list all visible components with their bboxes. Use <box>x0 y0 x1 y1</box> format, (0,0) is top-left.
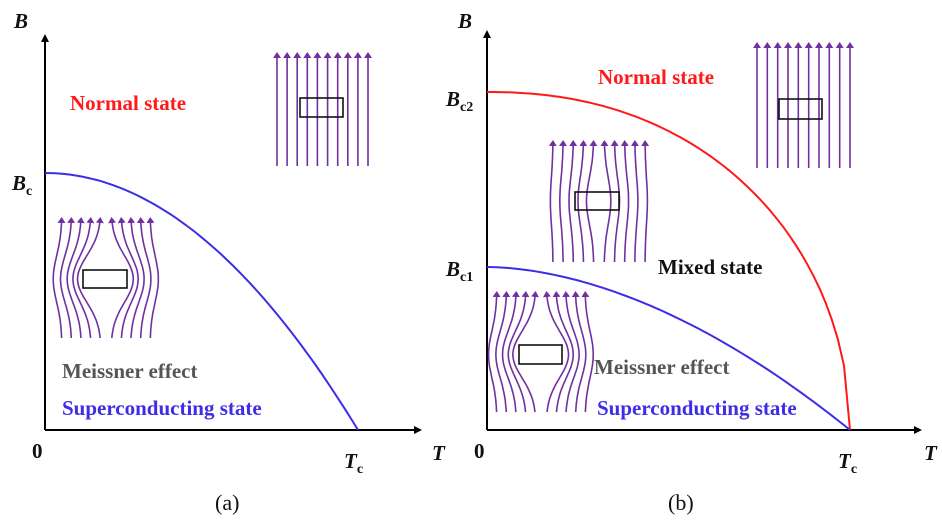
superconducting-label: Superconducting state <box>597 396 797 420</box>
field-line <box>543 291 570 413</box>
meissner-label: Meissner effect <box>594 355 729 379</box>
field-line <box>585 140 598 263</box>
origin-label: 0 <box>474 439 485 463</box>
origin-label: 0 <box>32 439 43 463</box>
field-line <box>127 217 145 339</box>
tc-label: Tc <box>344 449 363 477</box>
field-line <box>548 140 557 262</box>
field-line <box>66 217 85 339</box>
field-line <box>117 217 140 339</box>
field-line <box>52 217 66 339</box>
bc1-label: Bc1 <box>445 257 473 285</box>
field-line <box>641 140 650 262</box>
normal-state-label: Normal state <box>598 65 714 89</box>
field-line <box>136 217 152 339</box>
axis-label-b: B <box>457 9 472 33</box>
caption: (b) <box>668 490 694 515</box>
field-line <box>577 140 588 263</box>
field-line <box>559 140 567 262</box>
field-line <box>487 291 501 413</box>
field-line <box>571 291 587 413</box>
subscript: c <box>26 184 32 199</box>
subscript: c <box>357 462 363 477</box>
field-line <box>72 217 95 339</box>
sample <box>518 344 563 365</box>
subscript: c1 <box>460 270 473 285</box>
mixed-state-label: Mixed state <box>658 255 762 279</box>
upper-critical-curve <box>487 91 851 431</box>
axis-label-b: B <box>13 9 28 33</box>
sample <box>574 191 620 211</box>
subscript: c2 <box>460 100 473 115</box>
field-line <box>59 217 76 339</box>
field-line <box>581 291 594 413</box>
symbol: B <box>11 171 26 195</box>
critical-field-curve <box>44 172 359 431</box>
symbol: T <box>838 449 852 473</box>
field-line <box>552 291 574 413</box>
lower-critical-curve <box>486 266 851 431</box>
field-line <box>507 291 530 413</box>
field-line <box>495 291 511 413</box>
field-line <box>146 217 160 339</box>
sample <box>299 97 344 118</box>
field-line <box>76 217 104 339</box>
symbol: B <box>445 257 460 281</box>
bc2-label: Bc2 <box>445 87 473 115</box>
field-line <box>568 140 578 263</box>
caption: (a) <box>215 490 239 515</box>
bc-label: Bc <box>11 171 32 199</box>
axis-label-t: T <box>924 441 938 465</box>
field-line <box>108 217 135 339</box>
tc-label: Tc <box>838 449 857 477</box>
field-line <box>562 291 580 413</box>
symbol: T <box>344 449 358 473</box>
subscript: c <box>851 462 857 477</box>
axis-label-t: T <box>432 441 446 465</box>
field-line <box>501 291 520 413</box>
meissner-label: Meissner effect <box>62 359 197 383</box>
field-line <box>600 140 612 263</box>
field-line <box>512 291 539 413</box>
normal-state-label: Normal state <box>70 91 186 115</box>
superconducting-label: Superconducting state <box>62 396 262 420</box>
sample <box>82 269 128 289</box>
field-line <box>620 140 630 262</box>
sample <box>778 98 823 120</box>
field-line <box>631 140 639 262</box>
symbol: B <box>445 87 460 111</box>
